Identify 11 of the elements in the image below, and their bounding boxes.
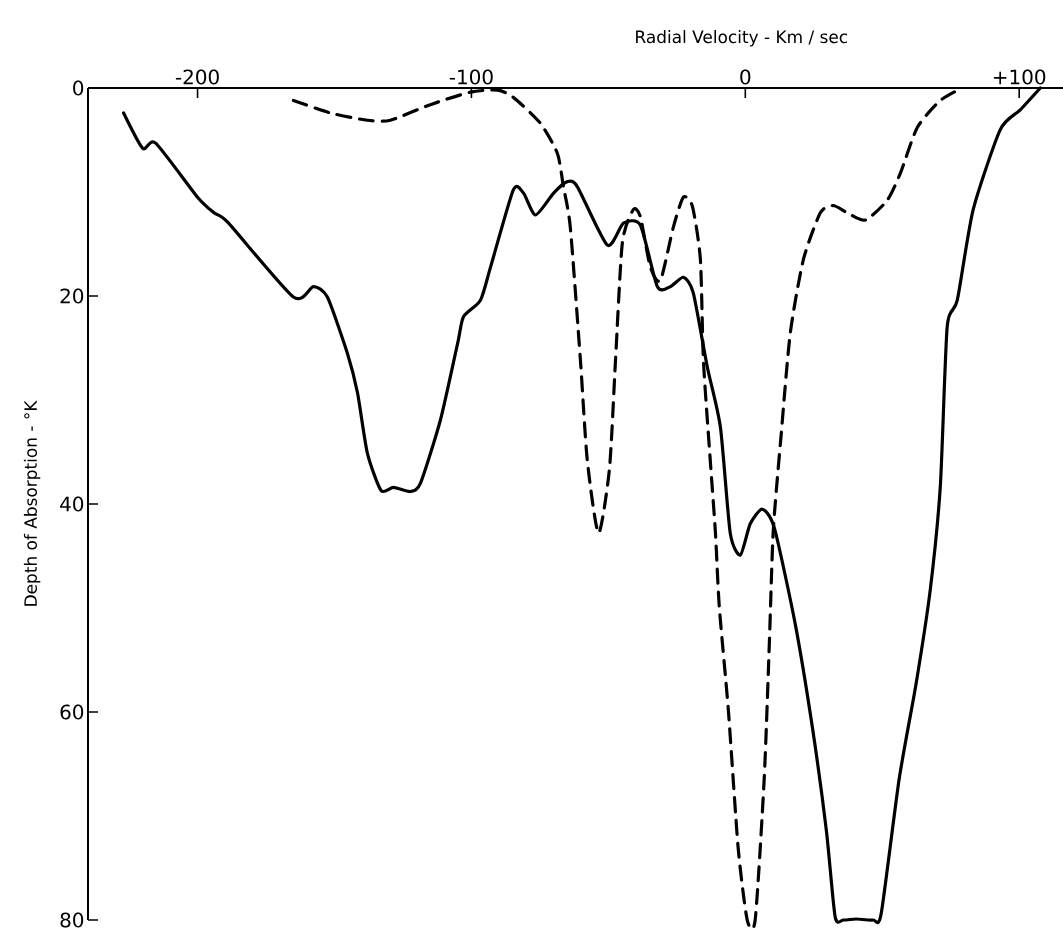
y-tick-label: 40 — [60, 496, 84, 512]
y-tick-label: 80 — [60, 912, 84, 928]
x-tick-label: -100 — [449, 69, 493, 85]
y-tick-label: 60 — [60, 704, 84, 720]
y-tick-label: 0 — [73, 80, 84, 96]
y-axis-title: Depth of Absorption - °K — [23, 400, 41, 606]
x-tick-label: 0 — [740, 69, 751, 85]
x-tick-label: +100 — [993, 69, 1046, 85]
x-axis-title: Radial Velocity - Km / sec — [636, 30, 848, 47]
y-tick-label: 20 — [60, 288, 84, 304]
x-tick-label: -200 — [175, 69, 219, 85]
